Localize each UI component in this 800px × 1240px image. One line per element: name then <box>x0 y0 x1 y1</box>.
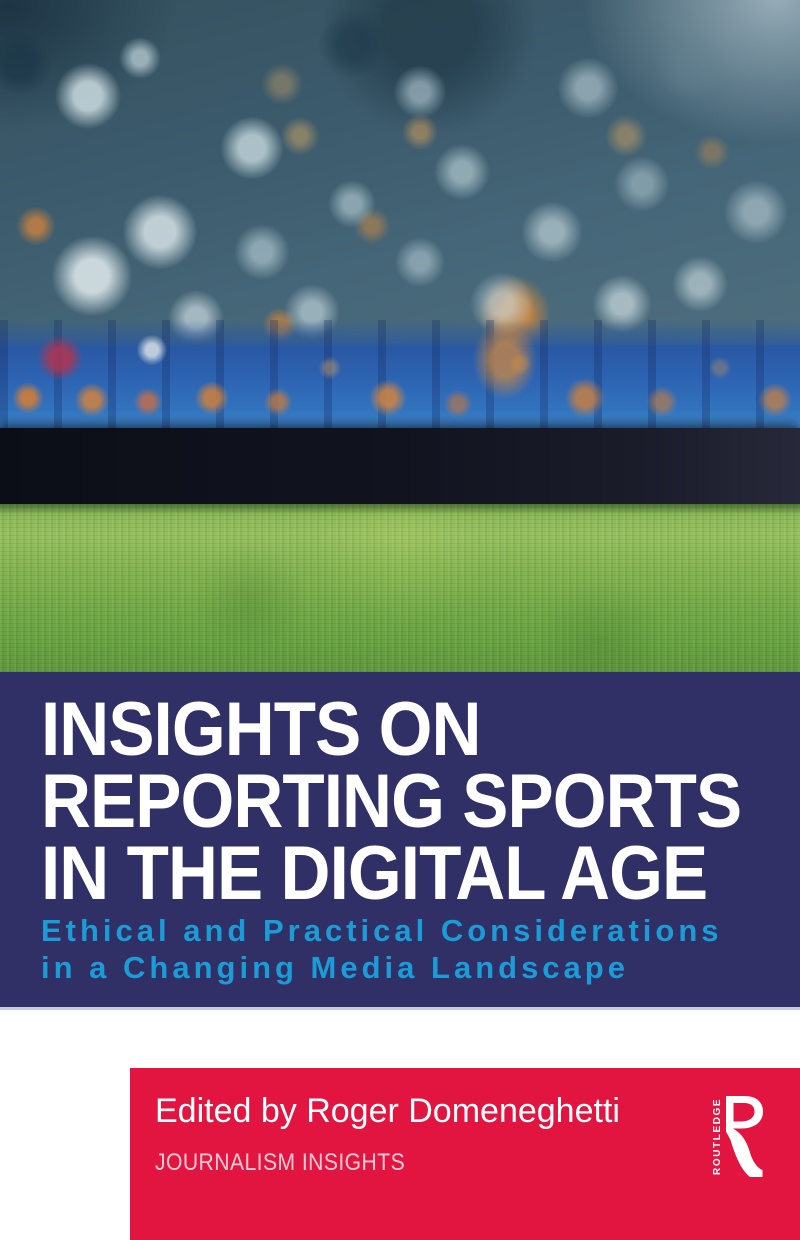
advertising-board-image <box>0 428 800 506</box>
stadium-photo <box>0 0 800 672</box>
grass-pitch-image <box>0 504 800 672</box>
book-subtitle: Ethical and Practical Considerations in … <box>41 912 780 986</box>
book-subtitle-line-1: Ethical and Practical Considerations <box>41 913 723 948</box>
routledge-r-icon <box>726 1096 763 1177</box>
publisher-panel: Edited by Roger Domeneghetti JOURNALISM … <box>130 1068 800 1240</box>
bokeh-crowd-image <box>0 0 800 345</box>
book-title-line-1: INSIGHTS ON <box>41 687 481 772</box>
book-title-line-3: IN THE DIGITAL AGE <box>41 831 708 916</box>
routledge-logo: ROUTLEDGE <box>712 1094 764 1178</box>
title-block: INSIGHTS ON REPORTING SPORTS IN THE DIGI… <box>0 672 800 1010</box>
book-subtitle-line-2: in a Changing Media Landscape <box>41 950 629 985</box>
stand-seating-image <box>0 320 800 432</box>
book-title-line-2: REPORTING SPORTS <box>41 759 742 844</box>
edited-by-credit: Edited by Roger Domeneghetti <box>155 1092 620 1130</box>
routledge-vertical-text: ROUTLEDGE <box>712 1097 723 1175</box>
series-label: JOURNALISM INSIGHTS <box>155 1149 406 1176</box>
